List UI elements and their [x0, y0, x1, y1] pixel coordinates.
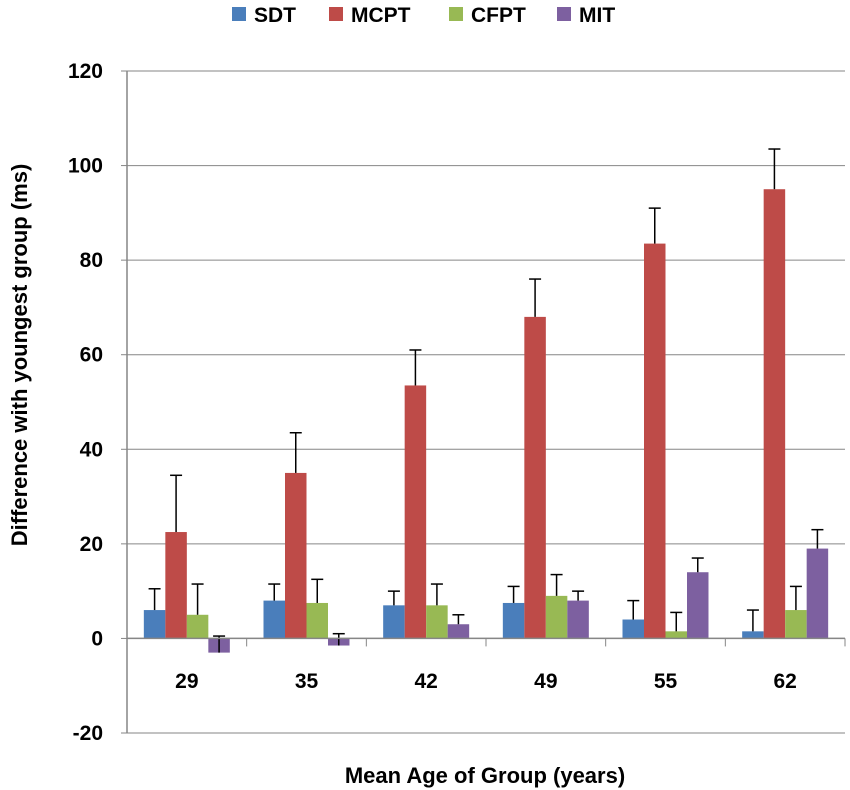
y-tick-label: 20 — [80, 533, 103, 556]
bar-mit-62 — [806, 548, 829, 639]
bar-sdt-55 — [622, 619, 644, 639]
legend-label-mcpt: MCPT — [351, 4, 411, 27]
x-tick-label: 62 — [773, 670, 796, 693]
legend-swatch-cfpt — [449, 7, 463, 21]
legend-swatch-sdt — [232, 7, 246, 21]
y-tick-label: -20 — [73, 722, 103, 745]
axes — [126, 71, 846, 733]
bar-cfpt-49 — [545, 595, 568, 639]
bar-mcpt-62 — [763, 189, 786, 639]
bar-mcpt-42 — [404, 385, 427, 639]
bar-mcpt-49 — [524, 316, 546, 639]
bar-cfpt-55 — [665, 631, 687, 639]
legend-label-mit: MIT — [579, 4, 615, 27]
bar-sdt-49 — [502, 602, 525, 639]
y-tick-label: 120 — [68, 60, 103, 83]
x-axis-title: Mean Age of Group (years) — [345, 763, 625, 788]
legend-swatch-mit — [557, 7, 571, 21]
y-tick-label: 0 — [91, 627, 103, 650]
gridlines — [121, 70, 845, 734]
y-tick-label: 100 — [68, 155, 103, 178]
error-bars — [148, 148, 824, 653]
y-tick-label: 60 — [80, 344, 103, 367]
bar-cfpt-62 — [785, 610, 807, 639]
bar-sdt-42 — [383, 605, 405, 639]
x-tick-label: 29 — [175, 670, 198, 693]
x-tick-label: 49 — [534, 670, 557, 693]
y-tick-labels: -20 0 20 40 60 80 100 120 — [68, 60, 103, 745]
legend-label-sdt: SDT — [254, 4, 296, 27]
bar-cfpt-29 — [186, 614, 209, 639]
bar-mcpt-55 — [644, 243, 666, 639]
bar-mit-42 — [447, 624, 470, 639]
bar-sdt-62 — [742, 631, 764, 639]
y-tick-label: 80 — [80, 249, 103, 272]
x-tick-label: 35 — [295, 670, 319, 693]
x-tick-label: 55 — [654, 670, 678, 693]
bar-sdt-29 — [143, 610, 166, 639]
bar-cfpt-42 — [426, 605, 448, 639]
bar-cfpt-35 — [306, 602, 328, 639]
bars — [143, 189, 829, 653]
y-tick-label: 40 — [80, 438, 103, 461]
y-axis-title: Difference with youngest group (ms) — [7, 164, 32, 547]
legend-swatch-mcpt — [329, 7, 343, 21]
bar-mcpt-35 — [285, 472, 307, 639]
legend: SDT MCPT CFPT MIT — [232, 4, 615, 27]
x-tick-labels: 29 35 42 49 55 62 — [175, 670, 797, 693]
bar-sdt-35 — [263, 600, 285, 639]
bar-mit-55 — [687, 572, 709, 639]
x-tick-label: 42 — [414, 670, 437, 693]
bar-mit-49 — [567, 600, 589, 639]
bar-mcpt-29 — [165, 532, 187, 639]
legend-label-cfpt: CFPT — [471, 4, 526, 27]
